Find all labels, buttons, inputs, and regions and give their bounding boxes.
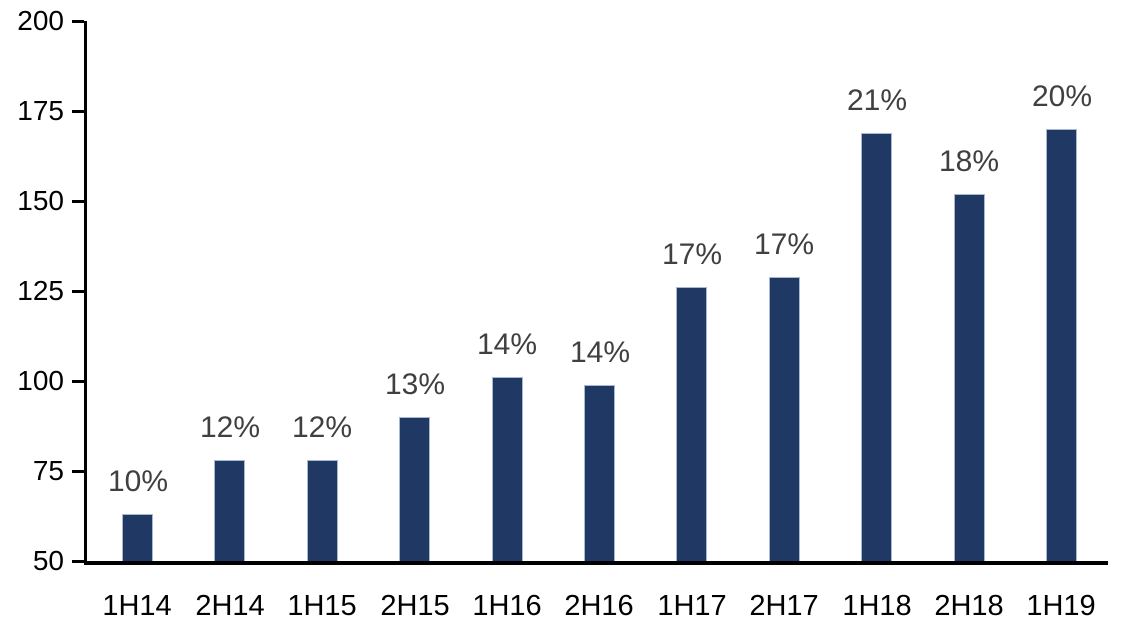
- bar-value-label: 14%: [476, 328, 538, 361]
- y-tick-label: 175: [17, 95, 64, 126]
- bar-value-label: 17%: [661, 238, 723, 271]
- x-axis-line: [84, 561, 1108, 565]
- bar-value-label: 20%: [1031, 80, 1093, 113]
- y-axis-line: [84, 21, 87, 565]
- y-tick-mark: [72, 200, 84, 203]
- bar-2H15: [399, 417, 430, 561]
- y-tick-mark: [72, 110, 84, 113]
- bar-value-label: 10%: [107, 465, 169, 498]
- x-tick-label: 2H16: [564, 590, 634, 622]
- x-tick-label: 1H14: [102, 590, 172, 622]
- bar-1H14: [122, 514, 153, 561]
- bar-1H17: [676, 287, 707, 561]
- bar-value-label: 17%: [753, 228, 815, 261]
- x-tick-label: 2H14: [195, 590, 265, 622]
- y-tick-label: 100: [17, 365, 64, 396]
- y-tick-mark: [72, 470, 84, 473]
- x-tick-label: 2H18: [934, 590, 1004, 622]
- bar-2H14: [214, 460, 245, 561]
- x-tick-label: 1H18: [842, 590, 912, 622]
- x-tick-label: 1H17: [657, 590, 727, 622]
- x-tick-label: 2H17: [749, 590, 819, 622]
- bar-value-label: 18%: [938, 145, 1000, 178]
- x-tick-label: 2H15: [380, 590, 450, 622]
- y-tick-label: 75: [32, 455, 64, 486]
- y-tick-mark: [72, 20, 84, 23]
- bar-value-label: 14%: [569, 336, 631, 369]
- bar-1H18: [861, 133, 892, 561]
- y-tick-label: 150: [17, 185, 64, 216]
- y-tick-mark: [72, 290, 84, 293]
- bar-value-label: 12%: [291, 411, 353, 444]
- bar-1H15: [307, 460, 338, 561]
- bar-1H16: [492, 377, 523, 561]
- bar-2H16: [584, 385, 615, 561]
- y-tick-label: 200: [17, 5, 64, 36]
- bar-value-label: 12%: [199, 411, 261, 444]
- bar-value-label: 21%: [846, 84, 908, 117]
- y-tick-mark: [72, 560, 84, 563]
- x-tick-label: 1H16: [472, 590, 542, 622]
- x-tick-label: 1H15: [287, 590, 357, 622]
- y-tick-label: 125: [17, 275, 64, 306]
- x-tick-label: 1H19: [1026, 590, 1096, 622]
- y-tick-mark: [72, 380, 84, 383]
- bar-2H18: [954, 194, 985, 561]
- y-tick-label: 50: [32, 545, 64, 576]
- bar-2H17: [769, 277, 800, 561]
- bar-1H19: [1046, 129, 1077, 561]
- bar-value-label: 13%: [384, 368, 446, 401]
